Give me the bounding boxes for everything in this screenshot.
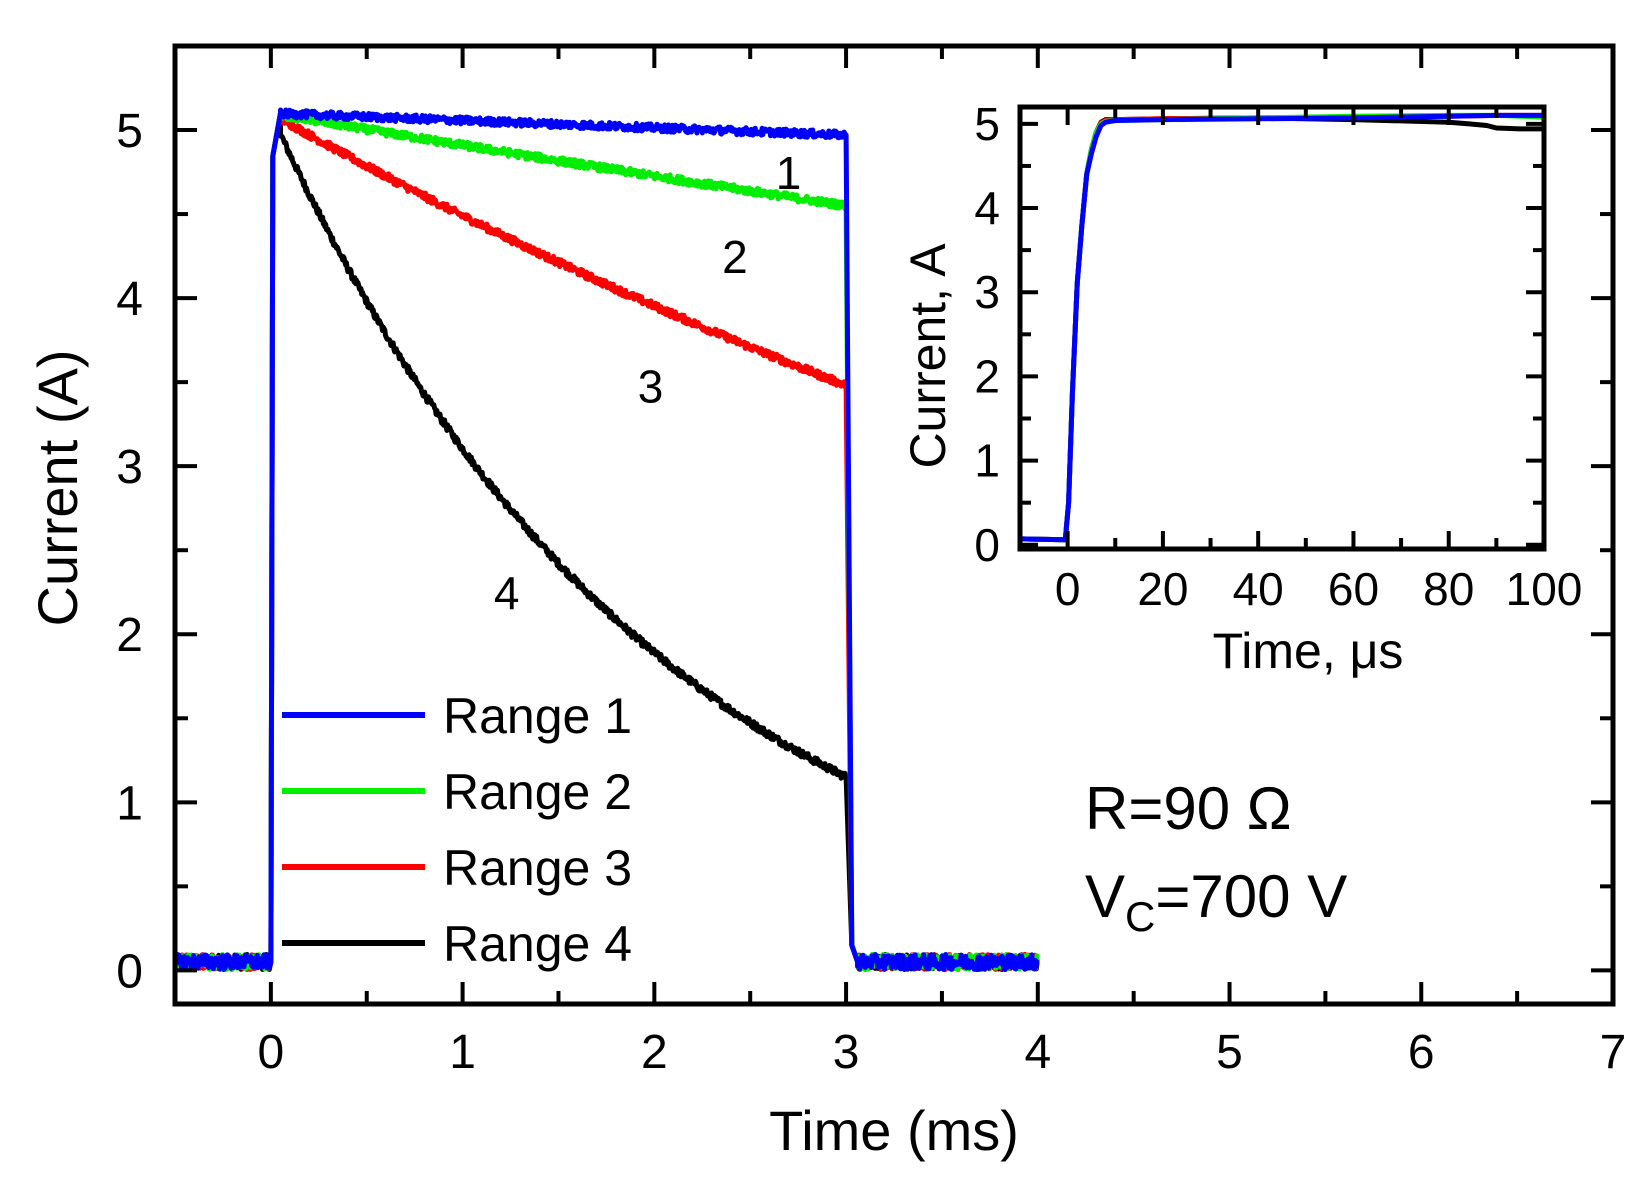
inset-y-tick-label: 3 — [974, 266, 1000, 318]
inset-axis-ticks — [1020, 107, 1546, 549]
y-tick-label: 1 — [116, 777, 143, 830]
curve-label-2: 2 — [722, 231, 748, 283]
voltage-annotation: VC=700 V — [1085, 863, 1347, 940]
inset-y-tick-label: 1 — [974, 435, 1000, 487]
x-tick-label: 7 — [1600, 1026, 1627, 1079]
curve-number-labels: 12 3 4 — [494, 147, 801, 619]
y-tick-label: 5 — [116, 105, 143, 158]
curve-label-4: 4 — [494, 567, 520, 619]
y-axis-label: Current (A) — [26, 350, 89, 627]
curve-label-1: 1 — [776, 147, 802, 199]
inset-series-group — [1017, 112, 1547, 543]
y-tick-label: 4 — [116, 273, 143, 326]
inset-chart: 0 20 40 60 80 100 0 1 2 3 4 5 Time, μs Current, A — [900, 98, 1582, 679]
y-tick-label: 0 — [116, 945, 143, 998]
inset-x-tick-label: 100 — [1506, 563, 1583, 615]
legend-label-range-3: Range 3 — [443, 840, 632, 896]
curve-label-3: 3 — [638, 361, 664, 413]
inset-plot-frame — [1017, 104, 1547, 552]
x-tick-label: 4 — [1024, 1026, 1051, 1079]
y-tick-label: 2 — [116, 609, 143, 662]
legend: Range 1 Range 2 Range 3 Range 4 — [282, 688, 632, 972]
inset-tick-labels: 0 20 40 60 80 100 0 1 2 3 4 5 — [974, 98, 1582, 615]
inset-y-axis-label: Current, A — [900, 243, 956, 469]
inset-x-tick-label: 80 — [1423, 563, 1474, 615]
x-tick-label: 3 — [833, 1026, 860, 1079]
inset-y-tick-label: 5 — [974, 98, 1000, 150]
inset-x-tick-label: 20 — [1137, 563, 1188, 615]
x-tick-label: 6 — [1408, 1026, 1435, 1079]
legend-label-range-1: Range 1 — [443, 688, 632, 744]
voltage-symbol: V — [1085, 863, 1125, 930]
inset-y-tick-label: 4 — [974, 182, 1000, 234]
voltage-value: =700 V — [1155, 863, 1347, 930]
resistance-annotation: R=90 Ω — [1085, 775, 1292, 842]
voltage-subscript: C — [1125, 893, 1155, 940]
inset-x-tick-label: 40 — [1233, 563, 1284, 615]
x-tick-label: 2 — [641, 1026, 668, 1079]
legend-label-range-2: Range 2 — [443, 764, 632, 820]
inset-y-tick-label: 2 — [974, 350, 1000, 402]
x-axis-label: Time (ms) — [769, 1099, 1019, 1162]
inset-y-tick-label: 0 — [974, 519, 1000, 571]
main-axis-ticks — [173, 46, 1615, 1004]
main-series-group — [172, 107, 1040, 972]
y-tick-label: 3 — [116, 441, 143, 494]
inset-x-axis-label: Time, μs — [1213, 623, 1404, 679]
x-tick-label: 0 — [258, 1026, 285, 1079]
inset-series-line-range-1 — [1017, 112, 1547, 543]
legend-label-range-4: Range 4 — [443, 916, 632, 972]
series-line-range-1 — [172, 107, 1040, 972]
inset-x-tick-label: 0 — [1055, 563, 1081, 615]
inset-x-tick-label: 60 — [1328, 563, 1379, 615]
main-plot-frame — [172, 43, 1616, 1007]
x-tick-label: 5 — [1216, 1026, 1243, 1079]
x-tick-label: 1 — [449, 1026, 476, 1079]
